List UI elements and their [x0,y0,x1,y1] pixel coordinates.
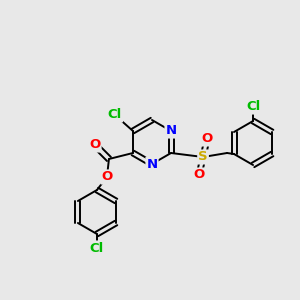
Text: Cl: Cl [108,109,122,122]
Text: N: N [146,158,158,170]
Text: O: O [194,169,205,182]
Text: S: S [198,151,208,164]
Text: O: O [201,133,213,146]
Text: O: O [89,139,100,152]
Text: Cl: Cl [246,100,260,113]
Text: N: N [166,124,177,137]
Text: Cl: Cl [90,242,104,254]
Text: O: O [101,170,112,184]
